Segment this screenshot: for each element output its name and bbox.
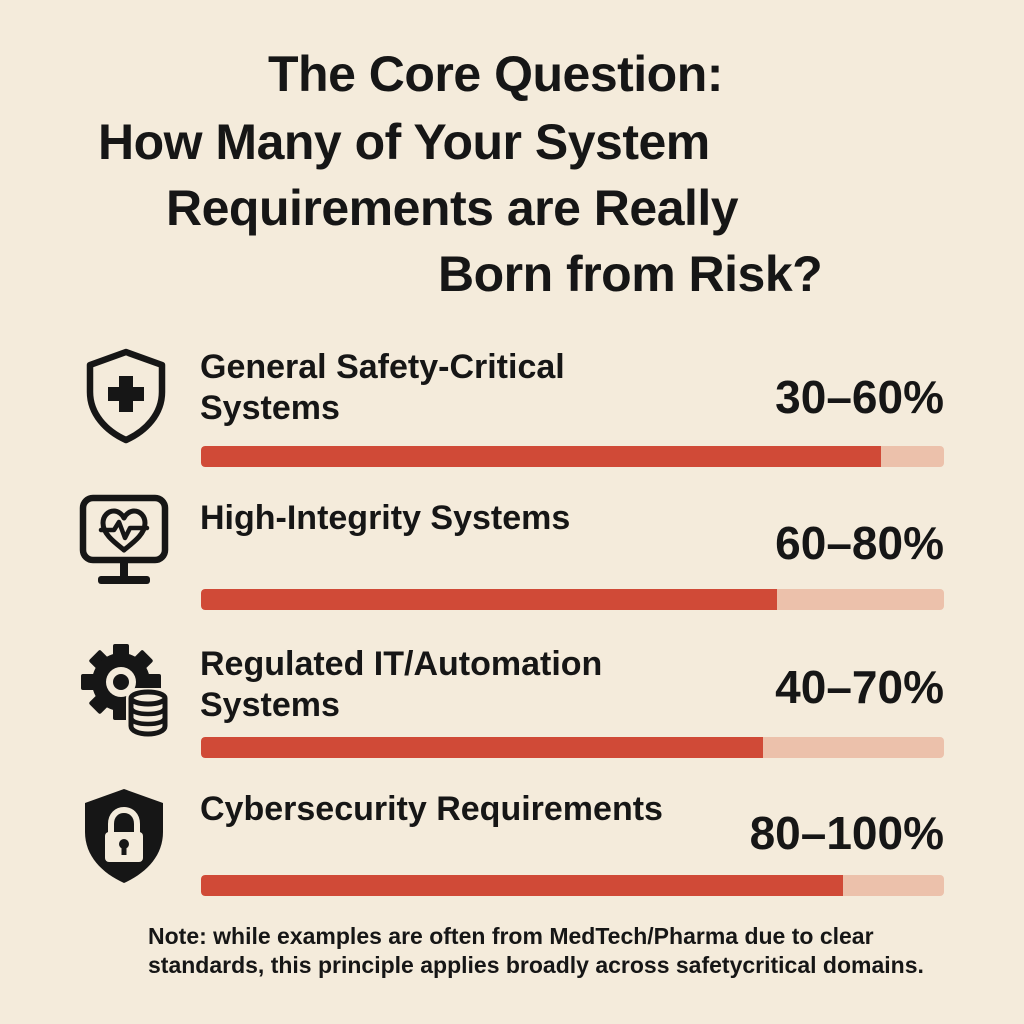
percent-range: 30–60% bbox=[775, 371, 944, 423]
progress-bar bbox=[201, 446, 944, 467]
percent-range: 60–80% bbox=[775, 517, 944, 569]
progress-bar-fill bbox=[201, 875, 843, 896]
title-line-3: Requirements are Really bbox=[166, 180, 739, 236]
shield-medical-cross-icon bbox=[76, 344, 176, 444]
title-line-2: How Many of Your System bbox=[98, 114, 710, 170]
gear-database-icon bbox=[76, 640, 176, 740]
percent-range: 80–100% bbox=[749, 807, 944, 859]
progress-bar-fill bbox=[201, 446, 881, 467]
monitor-heartbeat-icon bbox=[74, 492, 174, 592]
progress-bar bbox=[201, 737, 944, 758]
footnote: Note: while examples are often from MedT… bbox=[148, 923, 924, 978]
category-label: General Safety-Critical Systems bbox=[200, 348, 565, 427]
progress-bar bbox=[201, 589, 944, 610]
percent-range: 40–70% bbox=[775, 661, 944, 713]
shield-lock-icon bbox=[74, 786, 174, 886]
category-label: Regulated IT/Automation Systems bbox=[200, 645, 603, 724]
category-label: Cybersecurity Requirements bbox=[200, 790, 663, 828]
title-line-4: Born from Risk? bbox=[438, 246, 823, 302]
progress-bar-fill bbox=[201, 737, 764, 758]
category-label: High-Integrity Systems bbox=[200, 499, 571, 537]
progress-bar bbox=[201, 875, 944, 896]
progress-bar-fill bbox=[201, 589, 777, 610]
title-line-1: The Core Question: bbox=[268, 46, 723, 102]
